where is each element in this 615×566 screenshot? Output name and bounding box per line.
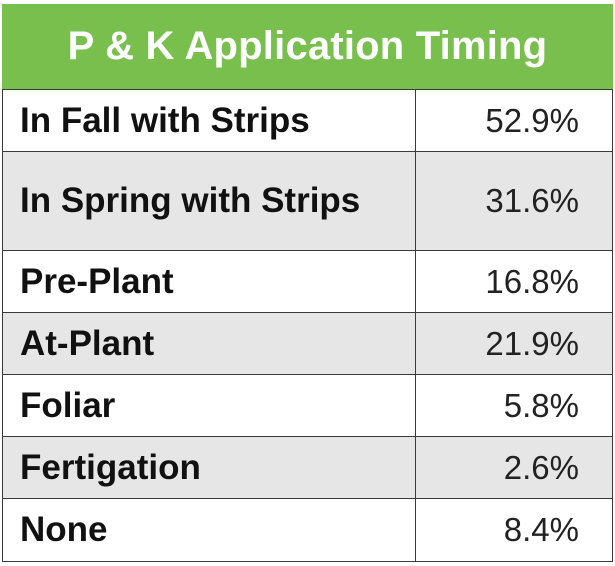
table-row: None 8.4% <box>3 498 612 561</box>
row-value: 16.8% <box>485 262 579 300</box>
table-row: Pre-Plant 16.8% <box>3 250 612 312</box>
table-row: In Spring with Strips 31.6% <box>3 151 612 250</box>
row-value: 21.9% <box>485 324 579 362</box>
row-label: None <box>3 499 416 561</box>
table-title: P & K Application Timing <box>67 24 548 68</box>
row-label: In Fall with Strips <box>3 90 416 151</box>
row-label: Pre-Plant <box>3 251 416 312</box>
table-header: P & K Application Timing <box>2 4 613 89</box>
table-row: Fertigation 2.6% <box>3 436 612 498</box>
row-label: At-Plant <box>3 313 416 374</box>
table-row: At-Plant 21.9% <box>3 312 612 374</box>
application-timing-table: P & K Application Timing In Fall with St… <box>2 4 613 562</box>
row-label: Fertigation <box>3 437 416 498</box>
row-value: 52.9% <box>485 101 579 139</box>
row-label: Foliar <box>3 375 416 436</box>
table-row: Foliar 5.8% <box>3 374 612 436</box>
table-body: In Fall with Strips 52.9% In Spring with… <box>2 89 613 562</box>
row-value: 2.6% <box>503 448 579 486</box>
row-value: 8.4% <box>503 510 579 548</box>
row-value: 31.6% <box>485 182 579 219</box>
table-row: In Fall with Strips 52.9% <box>3 89 612 151</box>
row-label: In Spring with Strips <box>3 152 416 250</box>
row-value: 5.8% <box>503 386 579 424</box>
